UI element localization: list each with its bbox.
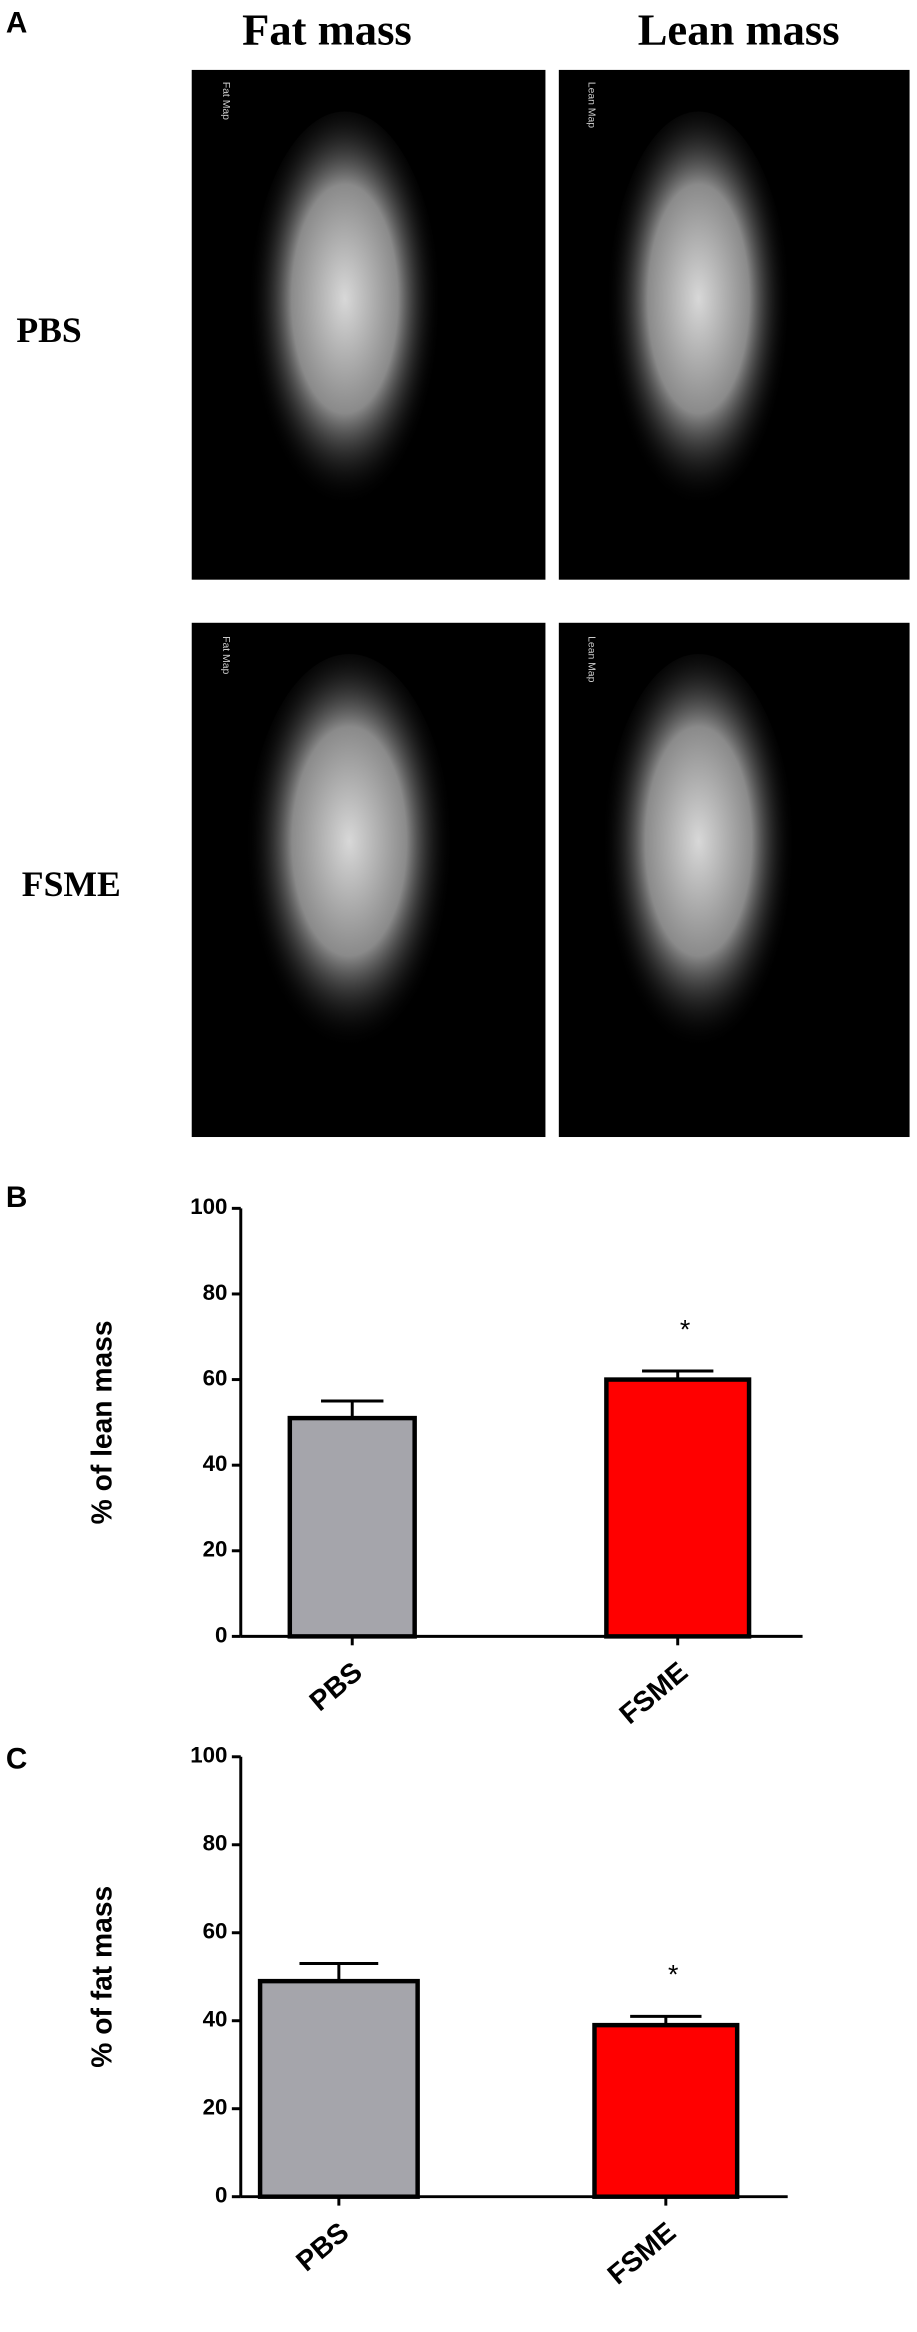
bar <box>257 1978 420 2199</box>
map-label: Lean Map <box>586 636 597 682</box>
y-tick-label: 100 <box>190 1743 227 1768</box>
scan-image: Fat Map <box>191 622 546 1138</box>
annotation: * <box>680 1314 690 1344</box>
x-tick-label: FSME <box>613 1655 694 1730</box>
panel-label: B <box>6 1181 27 1214</box>
y-tick-label: 40 <box>203 2007 228 2032</box>
row-title: FSME <box>22 864 121 904</box>
y-tick-label: 0 <box>215 2183 227 2208</box>
column-title: Fat mass <box>242 5 412 55</box>
map-label: Fat Map <box>220 82 231 120</box>
panel-label: A <box>6 7 27 40</box>
bar <box>604 1377 752 1639</box>
y-tick-label: 40 <box>203 1451 228 1476</box>
y-tick-label: 80 <box>203 1280 228 1305</box>
y-tick-label: 0 <box>215 1622 227 1647</box>
y-axis-label: % of lean mass <box>85 1320 117 1524</box>
y-tick-label: 80 <box>203 1831 228 1856</box>
y-axis-label: % of fat mass <box>85 1886 117 2068</box>
y-tick-label: 20 <box>203 2095 228 2120</box>
y-tick-label: 100 <box>190 1194 227 1219</box>
bar <box>287 1415 417 1639</box>
x-tick-label: PBS <box>303 1655 368 1717</box>
y-tick-label: 60 <box>203 1919 228 1944</box>
y-tick-label: 60 <box>203 1365 228 1390</box>
y-tick-label: 20 <box>203 1537 228 1562</box>
bar <box>592 2022 740 2199</box>
map-label: Fat Map <box>220 636 231 674</box>
scan-image: Lean Map <box>558 69 910 580</box>
x-tick-label: FSME <box>601 2215 682 2290</box>
column-title: Lean mass <box>638 5 840 55</box>
scan-image: Lean Map <box>558 622 910 1138</box>
row-title: PBS <box>16 310 81 350</box>
panel-label: C <box>6 1743 27 1776</box>
annotation: * <box>668 1960 678 1990</box>
scan-image: Fat Map <box>191 69 546 580</box>
map-label: Lean Map <box>586 82 597 128</box>
x-tick-label: PBS <box>290 2215 355 2277</box>
